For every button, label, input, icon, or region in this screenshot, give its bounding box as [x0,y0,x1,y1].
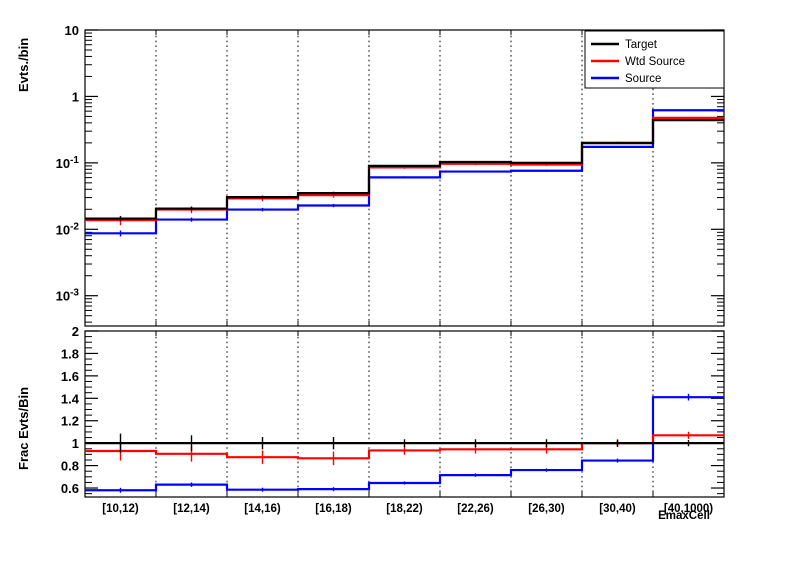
bottom-panel-ytick-label: 1.4 [61,391,80,406]
series-step-target [85,119,724,220]
x-axis-bin-label: [30,40) [599,503,636,515]
bottom-panel-ytick-label: 1.6 [61,369,79,384]
legend-box [584,30,725,89]
x-axis-bin-label: [26,30) [528,503,565,515]
bottom-panel-ytick-label: 2 [72,324,79,339]
legend-label-source: Source [625,73,661,85]
bottom-panel-frame [84,330,725,498]
legend-label-target: Target [625,39,658,51]
x-axis-bin-label: [40,1000) [664,503,713,515]
x-axis-bin-label: [12,14) [173,503,210,515]
x-axis-bin-label: [14,16) [244,503,281,515]
top-panel-ytick-label: 10-3 [56,288,80,304]
x-axis-bin-label: [22,26) [457,503,494,515]
top-panel-ylabel: Evts./bin [16,38,31,92]
x-axis-bin-label: [18,22) [386,503,423,515]
x-axis-bin-label: [16,18) [315,503,352,515]
bottom-panel-ytick-label: 0.8 [61,459,79,474]
top-panel-ytick-label: 10 [65,23,79,38]
top-panel-ytick-label: 1 [72,89,79,104]
bottom-panel-ytick-label: 0.6 [61,481,79,496]
bottom-panel-ytick-label: 1 [72,436,79,451]
top-panel-ytick-label: 10-1 [56,155,80,171]
x-axis-bin-label: [10,12) [102,503,139,515]
series-step-wtd-source [85,116,724,222]
series-step-source [85,109,724,235]
bottom-panel-ylabel: Frac Evts/Bin [16,387,31,470]
x-axis-title: EmaxCell [658,510,710,522]
top-panel-ytick-label: 10-2 [56,221,80,237]
bottom-panel-ytick-label: 1.8 [61,346,79,361]
bottom-panel-ytick-label: 1.2 [61,414,79,429]
legend-label-wtd-source: Wtd Source [625,56,685,68]
